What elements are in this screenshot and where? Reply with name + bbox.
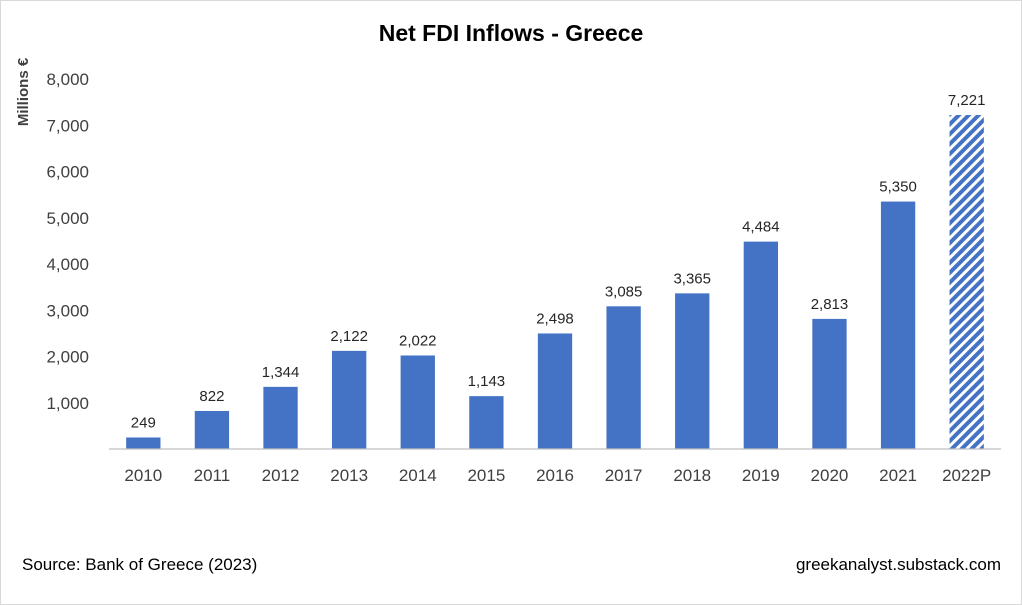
bar-2017 bbox=[606, 306, 641, 449]
data-label-2015: 1,143 bbox=[468, 373, 506, 390]
data-label-2022P: 7,221 bbox=[948, 92, 986, 109]
x-tick-label-2017: 2017 bbox=[605, 466, 643, 485]
y-tick-label: 6,000 bbox=[46, 163, 89, 182]
bar-2020 bbox=[812, 318, 847, 449]
y-axis-title: Millions € bbox=[15, 57, 32, 126]
x-tick-label-2021: 2021 bbox=[879, 466, 917, 485]
data-label-2012: 1,344 bbox=[262, 364, 300, 381]
x-tick-label-2014: 2014 bbox=[399, 466, 437, 485]
bar-2019 bbox=[743, 241, 778, 449]
data-label-2014: 2,022 bbox=[399, 332, 437, 349]
x-tick-label-2015: 2015 bbox=[467, 466, 505, 485]
data-labels: 249 822 1,344 2,122 2,022 1,143 2,498 3,085 3,36… bbox=[131, 92, 986, 431]
data-label-2020: 2,813 bbox=[811, 296, 849, 313]
data-label-2018: 3,365 bbox=[673, 270, 711, 287]
y-tick-label: 7,000 bbox=[46, 116, 89, 135]
bar-2010 bbox=[126, 437, 161, 449]
bar-2015 bbox=[469, 396, 504, 449]
data-label-2019: 4,484 bbox=[742, 219, 780, 236]
bar-2012 bbox=[263, 386, 298, 449]
x-tick-label-2012: 2012 bbox=[262, 466, 300, 485]
x-tick-label-2016: 2016 bbox=[536, 466, 574, 485]
source-note: Source: Bank of Greece (2023) bbox=[22, 555, 257, 574]
x-tick-label-2020: 2020 bbox=[811, 466, 849, 485]
bars bbox=[126, 115, 984, 449]
x-tick-label-2011: 2011 bbox=[194, 466, 231, 485]
data-label-2011: 822 bbox=[199, 388, 224, 405]
bar-2021 bbox=[880, 201, 916, 449]
y-tick-label: 1,000 bbox=[46, 394, 89, 413]
y-tick-label: 2,000 bbox=[46, 348, 89, 367]
x-tick-label-2010: 2010 bbox=[124, 466, 162, 485]
data-label-2017: 3,085 bbox=[605, 283, 643, 300]
data-label-2021: 5,350 bbox=[879, 179, 917, 196]
data-label-2010: 249 bbox=[131, 414, 156, 431]
y-tick-label: 4,000 bbox=[46, 255, 89, 274]
x-tick-labels: 2010 2011 2012 2013 2014 2015 2016 2017 2018 2019… bbox=[124, 466, 991, 485]
x-tick-label-2019: 2019 bbox=[742, 466, 780, 485]
data-label-2013: 2,122 bbox=[330, 328, 368, 345]
x-tick-label-2018: 2018 bbox=[673, 466, 711, 485]
x-tick-label-2013: 2013 bbox=[330, 466, 368, 485]
chart-title: Net FDI Inflows - Greece bbox=[379, 20, 644, 46]
data-label-2016: 2,498 bbox=[536, 310, 574, 327]
bar-2011 bbox=[194, 410, 230, 449]
bar-2018 bbox=[675, 293, 710, 449]
bar-2014 bbox=[400, 355, 435, 449]
y-tick-label: 5,000 bbox=[46, 209, 89, 228]
credit-note: greekanalyst.substack.com bbox=[796, 555, 1001, 574]
y-tick-label: 3,000 bbox=[46, 301, 89, 320]
y-tick-labels: 1,000 2,000 3,000 4,000 5,000 6,000 7,000 8,000 bbox=[46, 70, 89, 413]
bar-2013 bbox=[332, 350, 367, 449]
y-tick-label: 8,000 bbox=[46, 70, 89, 89]
bar-2022P bbox=[949, 115, 984, 449]
bar-2016 bbox=[537, 333, 573, 449]
x-tick-label-2022P: 2022P bbox=[942, 466, 991, 485]
